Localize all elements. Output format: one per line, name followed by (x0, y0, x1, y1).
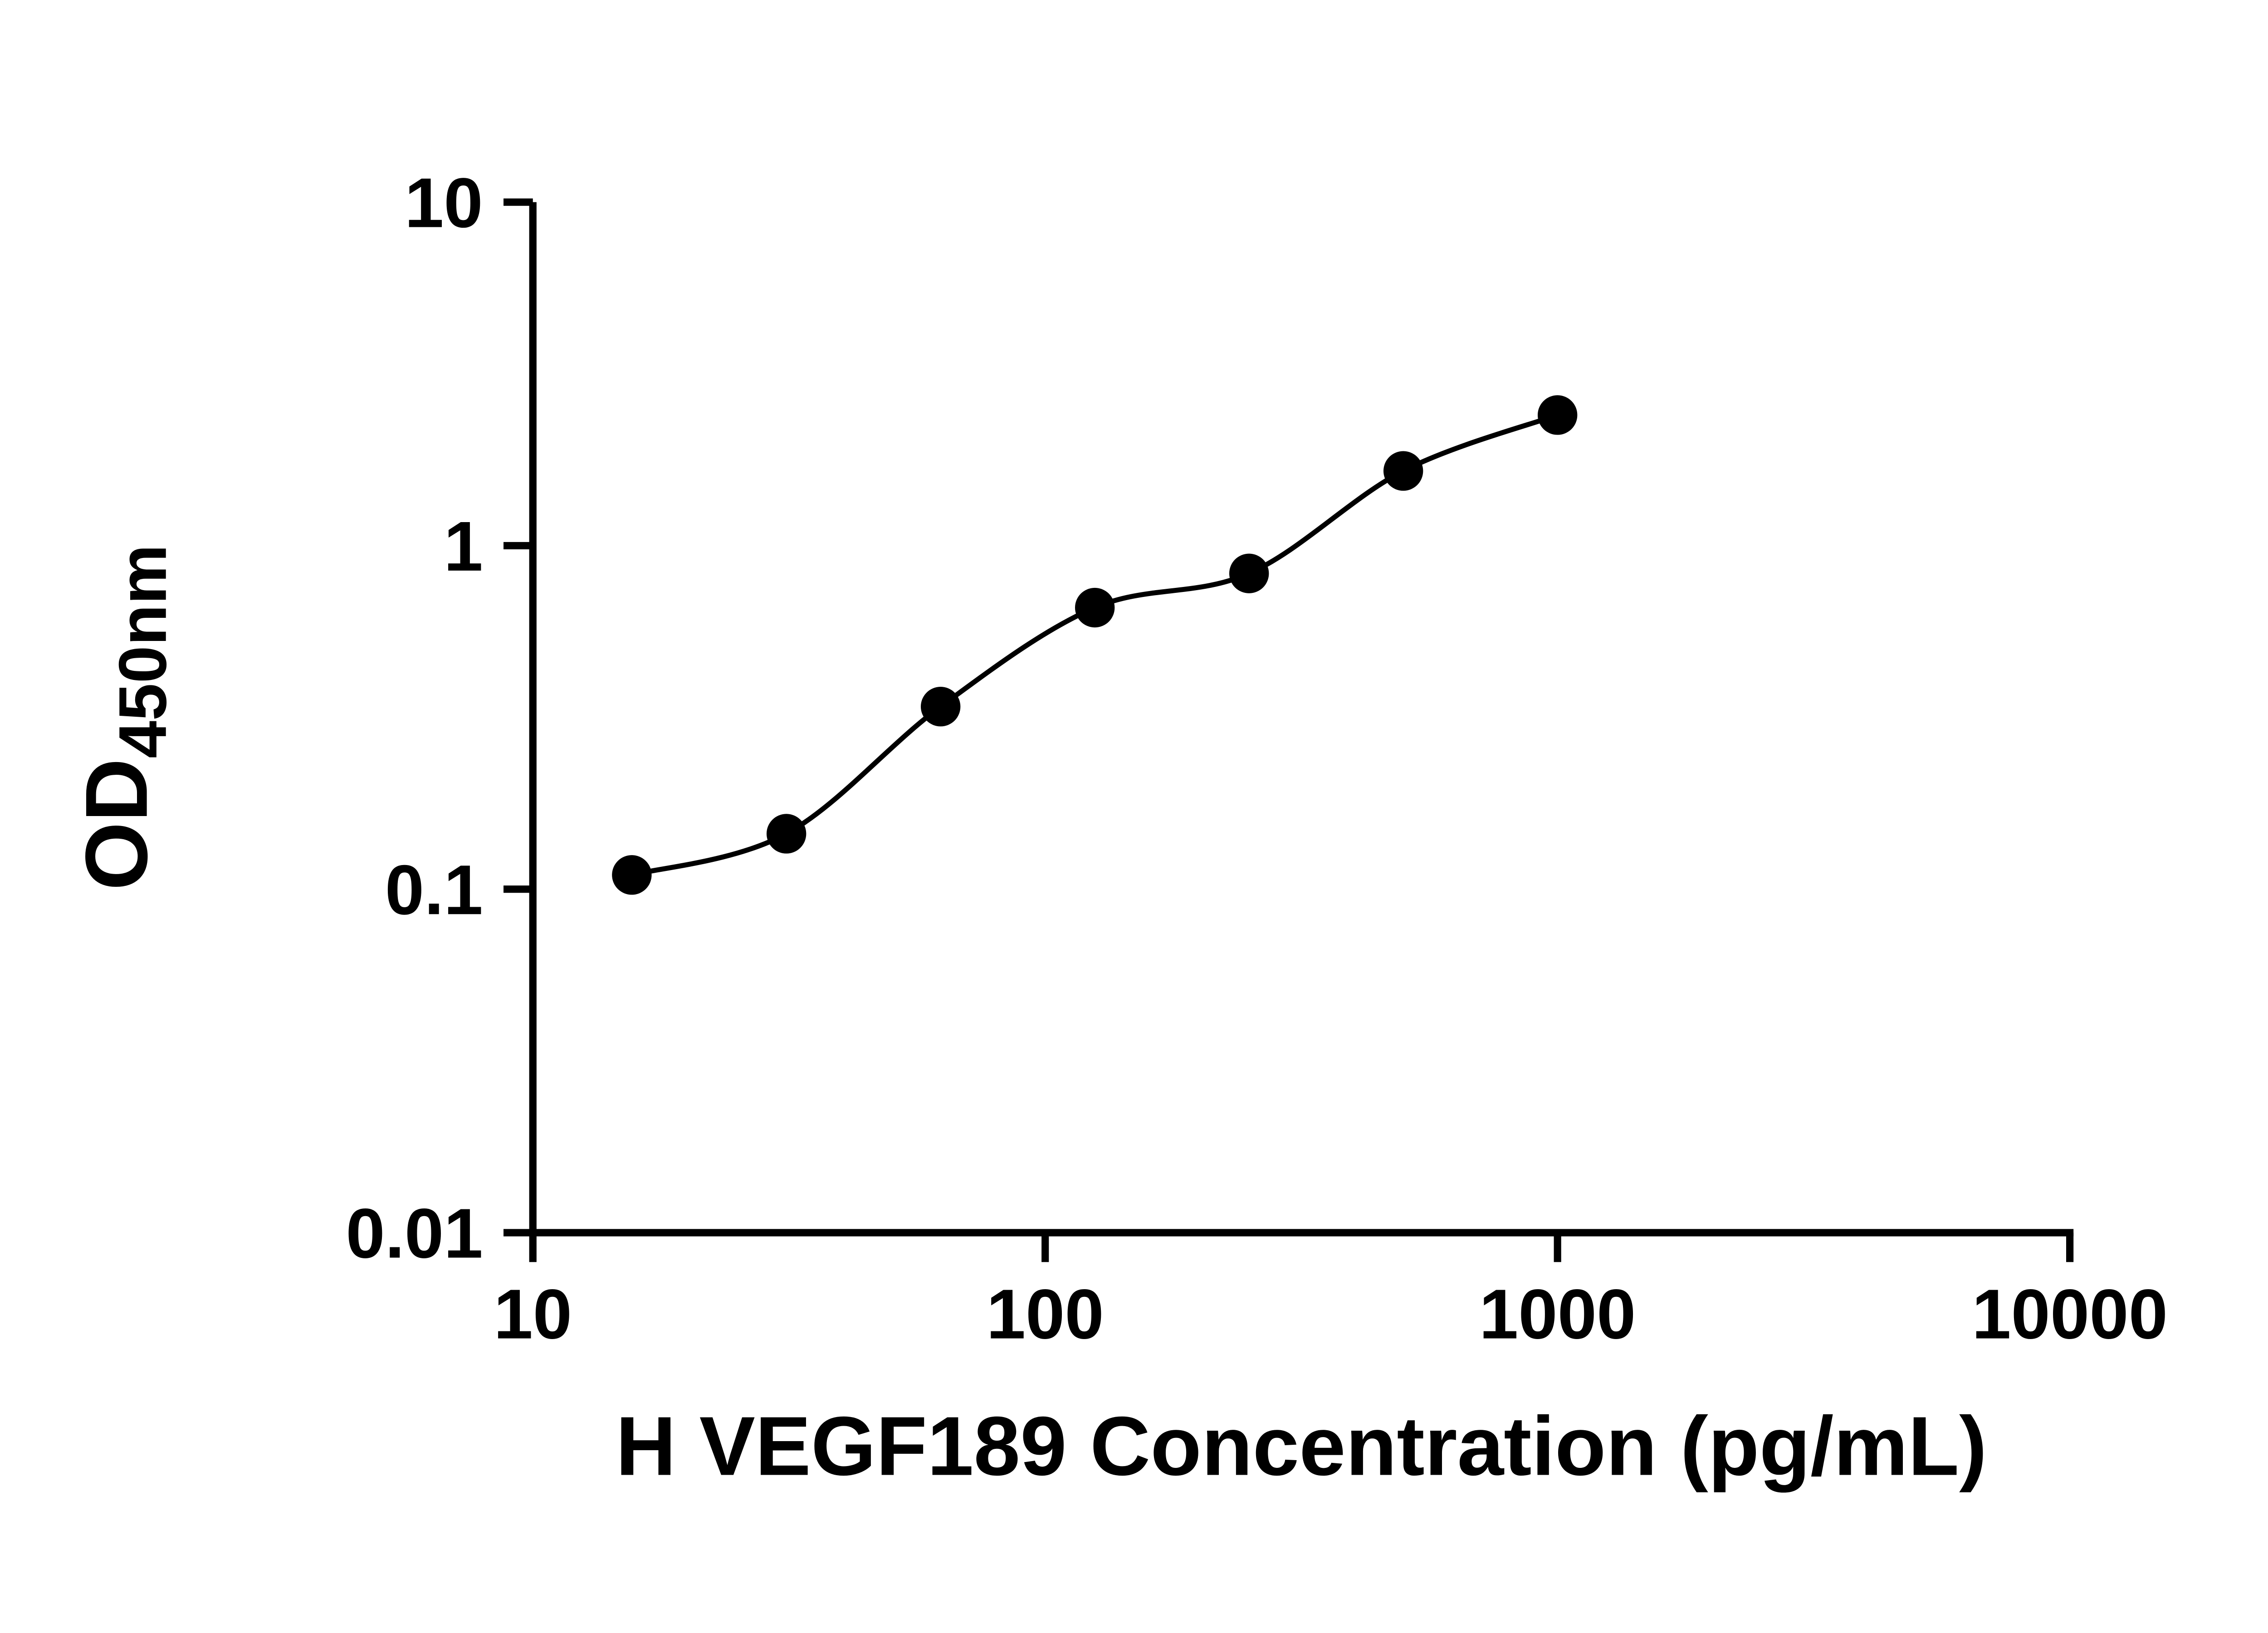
x-axis-label: H VEGF189 Concentration (pg/mL) (616, 1399, 1987, 1493)
data-point (766, 814, 807, 854)
y-axis-label-subscript: 450nm (105, 544, 181, 758)
x-tick-label: 10 (494, 1274, 572, 1353)
data-point (612, 855, 652, 895)
fit-curve (631, 412, 1559, 878)
y-tick-label: 0.1 (385, 850, 483, 929)
y-axis-label-main: OD (68, 758, 166, 890)
x-tick-label: 10000 (1972, 1274, 2168, 1353)
data-point (1383, 451, 1423, 491)
x-tick-label: 100 (987, 1274, 1104, 1353)
y-tick-label: 10 (405, 163, 483, 242)
y-tick-label: 0.01 (346, 1193, 483, 1272)
y-tick-label: 1 (444, 507, 483, 586)
y-axis-label: OD450nm (68, 544, 181, 890)
x-tick-label: 1000 (1479, 1274, 1636, 1353)
data-point (1537, 395, 1578, 435)
data-point (920, 687, 961, 727)
data-point (1229, 553, 1269, 593)
data-point (1075, 587, 1115, 628)
